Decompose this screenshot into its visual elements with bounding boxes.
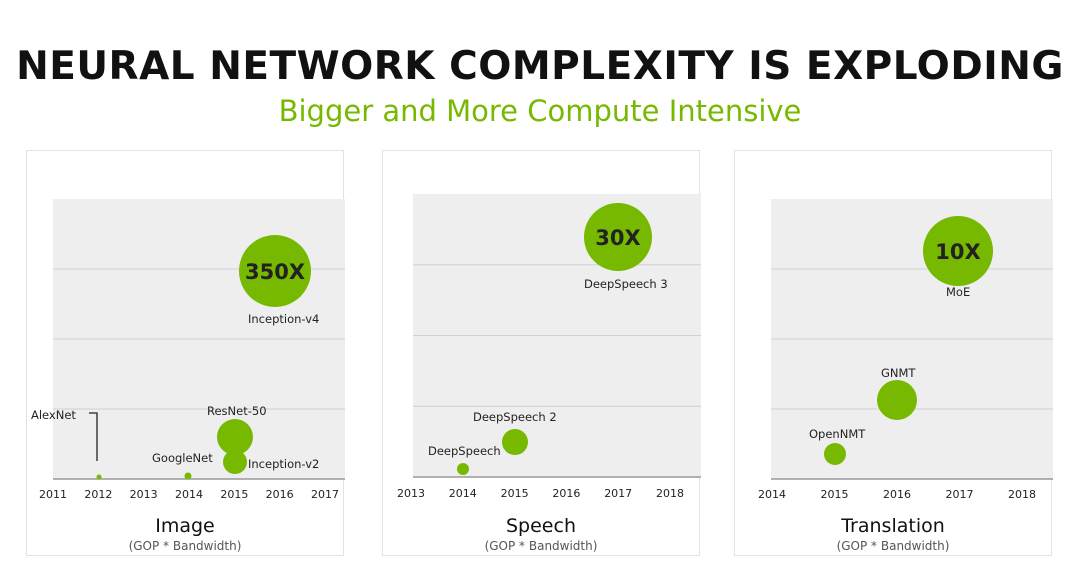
image-chart-panel: 2011 2012 2013 2014 2015 2016 2017 AlexNet Googl… bbox=[26, 150, 345, 556]
data-bubble bbox=[223, 450, 247, 474]
data-bubble bbox=[457, 463, 469, 475]
x-tick-label: 2014 bbox=[175, 488, 203, 501]
image-chart-units: (GOP * Bandwidth) bbox=[128, 539, 242, 553]
data-label: OpenNMT bbox=[809, 427, 866, 441]
x-tick-label: 2013 bbox=[397, 487, 425, 500]
data-label: MoE bbox=[946, 285, 970, 299]
translation-chart: 2014 2015 2016 2017 2018 OpenNMT GNMT MoE 10X bbox=[758, 199, 1053, 501]
x-tick-label: 2018 bbox=[656, 487, 684, 500]
translation-chart-units: (GOP * Bandwidth) bbox=[836, 539, 950, 553]
data-bubble bbox=[184, 472, 192, 480]
page-subtitle: Bigger and More Compute Intensive bbox=[278, 94, 802, 128]
speech-chart: 2013 2014 2015 2016 2017 2018 DeepSpeech DeepSp… bbox=[397, 194, 701, 500]
data-bubble bbox=[239, 235, 311, 307]
data-label: DeepSpeech 3 bbox=[584, 277, 668, 291]
multiplier-label: 10X bbox=[935, 240, 980, 264]
x-tick-label: 2013 bbox=[130, 488, 158, 501]
data-label: GNMT bbox=[881, 366, 916, 380]
data-label: DeepSpeech 2 bbox=[473, 410, 557, 424]
x-tick-label: 2015 bbox=[220, 488, 248, 501]
multiplier-label: 30X bbox=[595, 226, 640, 250]
data-label: Inception-v4 bbox=[248, 312, 319, 326]
x-tick-label: 2014 bbox=[758, 488, 786, 501]
x-tick-label: 2014 bbox=[449, 487, 477, 500]
x-tick-label: 2015 bbox=[821, 488, 849, 501]
data-bubble bbox=[877, 380, 917, 420]
data-bubble bbox=[584, 203, 652, 271]
translation-chart-panel: 2014 2015 2016 2017 2018 OpenNMT GNMT MoE 10X Tr… bbox=[734, 150, 1053, 556]
image-chart: 2011 2012 2013 2014 2015 2016 2017 AlexNet Googl… bbox=[31, 199, 345, 501]
speech-chart-panel: 2013 2014 2015 2016 2017 2018 DeepSpeech DeepSp… bbox=[382, 150, 701, 556]
data-label: AlexNet bbox=[31, 408, 76, 422]
x-tick-label: 2016 bbox=[266, 488, 294, 501]
x-tick-label: 2017 bbox=[604, 487, 632, 500]
speech-chart-title: Speech bbox=[506, 515, 576, 537]
x-tick-label: 2017 bbox=[311, 488, 339, 501]
data-label: ResNet-50 bbox=[207, 404, 267, 418]
x-tick-label: 2018 bbox=[1008, 488, 1036, 501]
data-label: GoogleNet bbox=[152, 451, 213, 465]
image-chart-title: Image bbox=[155, 515, 215, 537]
multiplier-label: 350X bbox=[245, 260, 305, 284]
x-tick-label: 2017 bbox=[946, 488, 974, 501]
x-tick-label: 2012 bbox=[84, 488, 112, 501]
page-title: NEURAL NETWORK COMPLEXITY IS EXPLODING bbox=[16, 44, 1064, 89]
data-label: DeepSpeech bbox=[428, 444, 501, 458]
translation-chart-title: Translation bbox=[841, 515, 945, 537]
leader-line bbox=[89, 412, 98, 461]
speech-chart-units: (GOP * Bandwidth) bbox=[484, 539, 598, 553]
x-tick-label: 2015 bbox=[501, 487, 529, 500]
data-bubble bbox=[96, 474, 102, 480]
x-tick-label: 2016 bbox=[552, 487, 580, 500]
data-label: Inception-v2 bbox=[248, 457, 319, 471]
x-tick-label: 2011 bbox=[39, 488, 67, 501]
data-bubble bbox=[923, 216, 993, 286]
data-bubble bbox=[824, 443, 846, 465]
x-tick-label: 2016 bbox=[883, 488, 911, 501]
data-bubble bbox=[502, 429, 528, 455]
data-bubble bbox=[217, 419, 253, 455]
